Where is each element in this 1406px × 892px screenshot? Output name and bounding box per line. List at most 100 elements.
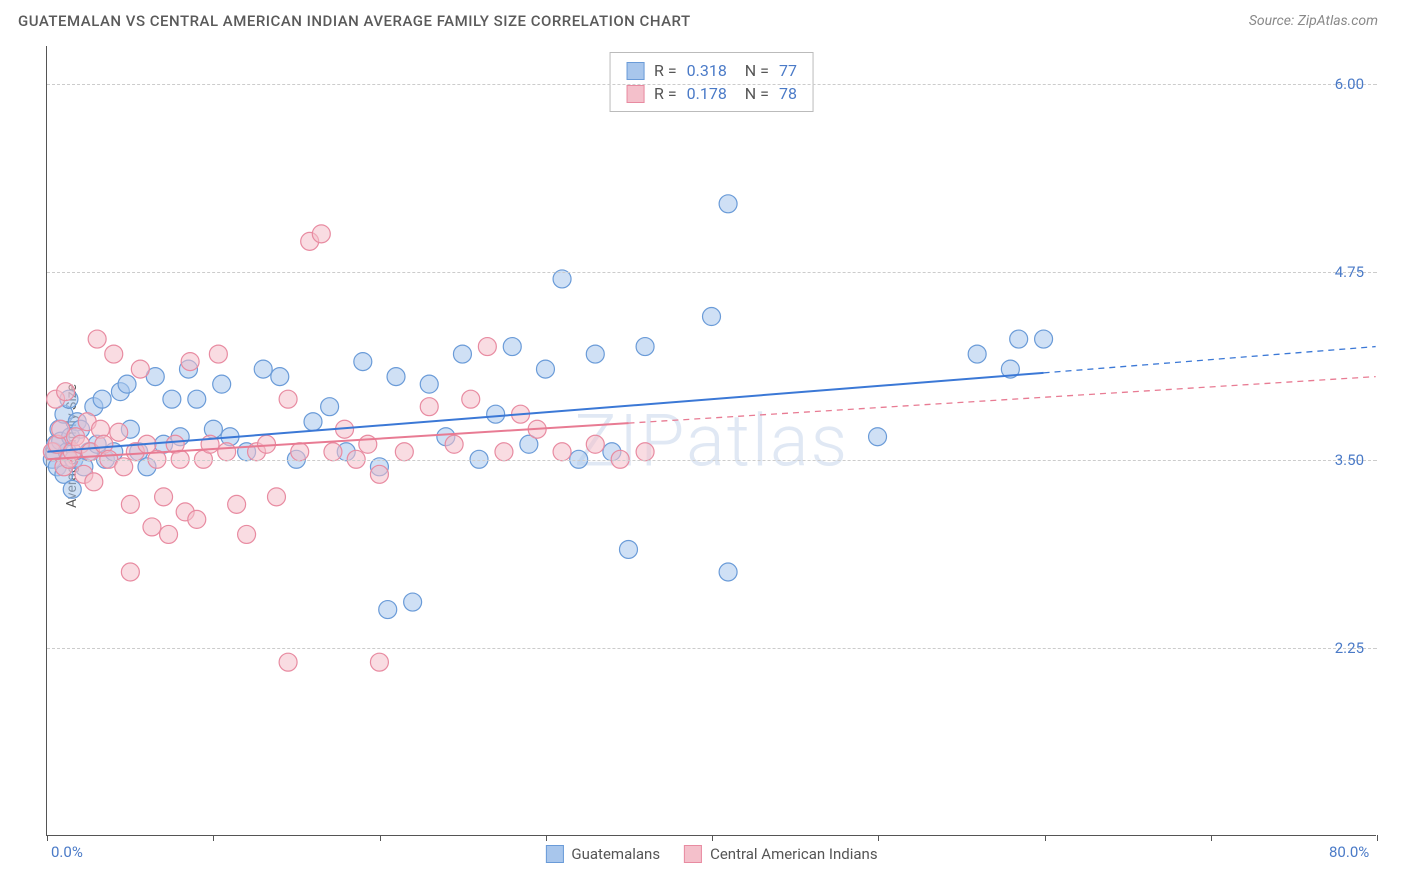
data-point xyxy=(354,353,372,371)
gridline xyxy=(47,84,1376,85)
data-point xyxy=(267,488,285,506)
stat-r-value: 0.178 xyxy=(687,84,727,103)
gridline xyxy=(47,648,1376,649)
data-point xyxy=(395,443,413,461)
data-point xyxy=(218,443,236,461)
chart-header: GUATEMALAN VS CENTRAL AMERICAN INDIAN AV… xyxy=(0,0,1406,38)
data-point xyxy=(387,368,405,386)
data-point xyxy=(163,390,181,408)
data-point xyxy=(85,473,103,491)
legend-swatch xyxy=(626,62,644,80)
data-point xyxy=(131,360,149,378)
series-legend: Guatemalans Central American Indians xyxy=(545,845,877,863)
stat-r-value: 0.318 xyxy=(687,61,727,80)
data-point xyxy=(1035,330,1053,348)
data-point xyxy=(110,423,128,441)
legend-swatch xyxy=(626,85,644,103)
data-point xyxy=(719,195,737,213)
stats-row: R = 0.318 N = 77 xyxy=(626,59,797,82)
y-tick-label: 4.75 xyxy=(1335,263,1364,281)
data-point xyxy=(213,375,231,393)
regression-line-extrapolated xyxy=(1044,347,1376,373)
data-point xyxy=(188,510,206,528)
data-point xyxy=(462,390,480,408)
data-point xyxy=(155,488,173,506)
data-point xyxy=(121,563,139,581)
data-point xyxy=(291,443,309,461)
data-point xyxy=(228,495,246,513)
x-tick xyxy=(1377,835,1378,841)
x-tick xyxy=(213,835,214,841)
data-point xyxy=(968,345,986,363)
data-point xyxy=(503,338,521,356)
legend-swatch xyxy=(684,845,702,863)
data-point xyxy=(379,601,397,619)
y-tick-label: 2.25 xyxy=(1335,639,1364,657)
data-point xyxy=(636,443,654,461)
stat-r-label: R = xyxy=(654,61,677,80)
data-point xyxy=(121,495,139,513)
data-point xyxy=(304,413,322,431)
stats-legend: R = 0.318 N = 77R = 0.178 N = 78 xyxy=(609,52,814,112)
data-point xyxy=(254,360,272,378)
x-tick xyxy=(878,835,879,841)
data-point xyxy=(869,428,887,446)
data-point xyxy=(586,345,604,363)
data-point xyxy=(181,353,199,371)
legend-swatch xyxy=(545,845,563,863)
data-point xyxy=(118,375,136,393)
data-point xyxy=(619,540,637,558)
x-tick xyxy=(1045,835,1046,841)
data-point xyxy=(420,375,438,393)
data-point xyxy=(636,338,654,356)
scatter-plot xyxy=(47,46,1376,835)
stat-n-label: N = xyxy=(737,61,769,80)
x-tick-label: 80.0% xyxy=(1329,843,1369,861)
data-point xyxy=(321,398,339,416)
data-point xyxy=(478,338,496,356)
y-tick-label: 6.00 xyxy=(1335,75,1364,93)
data-point xyxy=(404,593,422,611)
data-point xyxy=(143,518,161,536)
x-tick xyxy=(546,835,547,841)
chart-title: GUATEMALAN VS CENTRAL AMERICAN INDIAN AV… xyxy=(18,12,691,30)
data-point xyxy=(324,443,342,461)
legend-label: Guatemalans xyxy=(571,845,660,863)
data-point xyxy=(420,398,438,416)
data-point xyxy=(370,653,388,671)
y-tick-label: 3.50 xyxy=(1335,451,1364,469)
data-point xyxy=(88,330,106,348)
chart-source: Source: ZipAtlas.com xyxy=(1249,13,1378,29)
x-tick-label: 0.0% xyxy=(51,843,83,861)
data-point xyxy=(271,368,289,386)
data-point xyxy=(312,225,330,243)
data-point xyxy=(495,443,513,461)
regression-line-extrapolated xyxy=(628,377,1375,423)
legend-item: Central American Indians xyxy=(684,845,878,863)
data-point xyxy=(536,360,554,378)
data-point xyxy=(63,480,81,498)
stat-n-label: N = xyxy=(737,84,769,103)
gridline xyxy=(47,272,1376,273)
x-tick xyxy=(47,835,48,841)
data-point xyxy=(453,345,471,363)
data-point xyxy=(93,390,111,408)
data-point xyxy=(1010,330,1028,348)
data-point xyxy=(57,383,75,401)
data-point xyxy=(160,525,178,543)
x-tick xyxy=(712,835,713,841)
stats-row: R = 0.178 N = 78 xyxy=(626,82,797,105)
data-point xyxy=(370,465,388,483)
data-point xyxy=(553,443,571,461)
legend-item: Guatemalans xyxy=(545,845,660,863)
legend-label: Central American Indians xyxy=(710,845,878,863)
data-point xyxy=(105,345,123,363)
chart-area: ZIPatlas R = 0.318 N = 77R = 0.178 N = 7… xyxy=(46,46,1376,836)
data-point xyxy=(487,405,505,423)
data-point xyxy=(279,390,297,408)
x-tick xyxy=(1211,835,1212,841)
regression-line xyxy=(47,373,1043,452)
x-tick xyxy=(380,835,381,841)
data-point xyxy=(719,563,737,581)
data-point xyxy=(586,435,604,453)
